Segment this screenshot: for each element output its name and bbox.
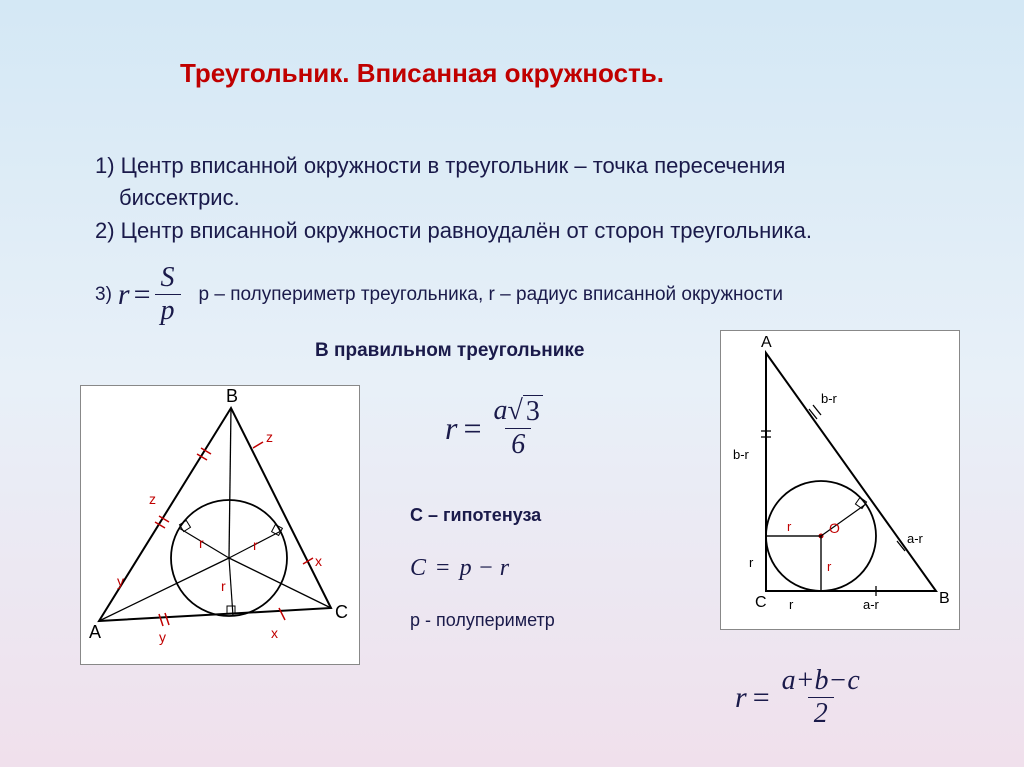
svg-text:y: y	[159, 629, 166, 645]
svg-text:a-r: a-r	[907, 531, 924, 546]
formula-right-lhs: r	[735, 681, 747, 715]
svg-text:y: y	[117, 573, 124, 589]
hypotenuse-label: С – гипотенуза	[410, 505, 541, 526]
formula-right-den: 2	[808, 697, 834, 730]
right-triangle-incircle-svg: A B C O r r r r b-r b-r a-r a-r	[721, 331, 961, 631]
page-title: Треугольник. Вписанная окружность.	[180, 58, 664, 89]
svg-text:r: r	[221, 578, 226, 594]
svg-text:O: O	[829, 520, 840, 536]
svg-text:C: C	[755, 594, 767, 611]
svg-text:r: r	[787, 519, 792, 534]
point-3: 3) r = S p p – полупериметр треугольника…	[95, 262, 783, 327]
formula-right-triangle: r = a+b−c 2	[735, 665, 866, 730]
formula-equilateral: r = a√3 6	[445, 395, 549, 461]
point3-desc: p – полупериметр треугольника, r – радиу…	[199, 284, 783, 306]
point-1: 1) Центр вписанной окружности в треуголь…	[95, 150, 785, 214]
diagram-right-triangle: A B C O r r r r b-r b-r a-r a-r	[720, 330, 960, 630]
svg-text:C: C	[335, 602, 348, 622]
svg-text:b-r: b-r	[821, 391, 838, 406]
formula-right-num: a+b−c	[776, 665, 866, 697]
formula-rsp-den: p	[155, 294, 181, 327]
triangle-incircle-svg: A B C r r r z z x x y y	[81, 386, 361, 666]
diagram-generic-triangle: A B C r r r z z x x y y	[80, 385, 360, 665]
svg-text:x: x	[315, 553, 322, 569]
formula-rsp-lhs: r	[118, 278, 130, 312]
formula-eq-sqrt: 3	[523, 395, 543, 428]
formula-c-rhs: p − r	[460, 555, 510, 581]
semiperimeter-label: p - полупериметр	[410, 610, 555, 631]
formula-eq-den: 6	[505, 428, 531, 461]
formula-r-sp: r = S p	[118, 262, 181, 327]
svg-text:b-r: b-r	[733, 447, 750, 462]
formula-rsp-num: S	[155, 262, 181, 294]
svg-text:r: r	[749, 555, 754, 570]
formula-c-lhs: C	[410, 555, 426, 581]
svg-text:r: r	[199, 535, 204, 551]
svg-text:B: B	[226, 386, 238, 406]
svg-text:B: B	[939, 590, 950, 607]
svg-text:a-r: a-r	[863, 597, 880, 612]
point1-line2: биссектрис.	[119, 185, 240, 210]
svg-text:A: A	[761, 334, 772, 351]
point1-line1: 1) Центр вписанной окружности в треуголь…	[95, 153, 785, 178]
svg-text:z: z	[149, 491, 156, 507]
point3-prefix: 3)	[95, 284, 112, 306]
formula-eq-lhs: r	[445, 410, 457, 447]
formula-c: C = p − r	[410, 555, 509, 582]
formula-eq-a: a	[494, 395, 508, 426]
svg-text:A: A	[89, 622, 101, 642]
svg-text:r: r	[253, 537, 258, 553]
svg-text:x: x	[271, 625, 278, 641]
svg-text:z: z	[266, 429, 273, 445]
subtitle-equilateral: В правильном треугольнике	[315, 340, 585, 362]
point-2: 2) Центр вписанной окружности равноудалё…	[95, 218, 812, 244]
svg-text:r: r	[789, 597, 794, 612]
svg-text:r: r	[827, 559, 832, 574]
